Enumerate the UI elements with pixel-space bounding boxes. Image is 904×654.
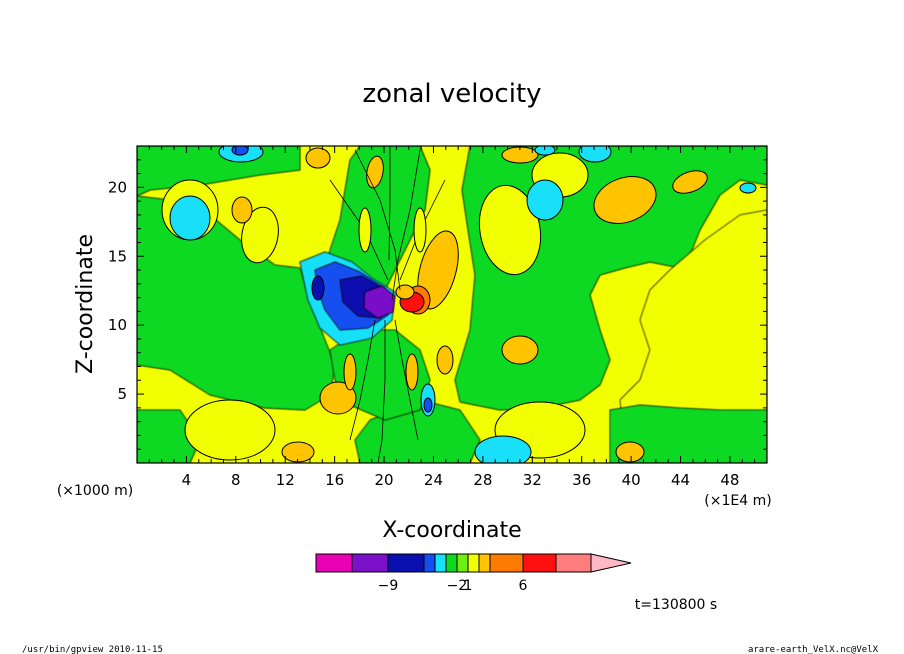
contour-line xyxy=(391,149,421,301)
y-tick-label: 15 xyxy=(108,247,127,265)
time-label: t=130800 s xyxy=(635,597,717,613)
contour-line xyxy=(349,319,376,441)
contour-region-navy xyxy=(311,275,325,301)
contour-region-cyan xyxy=(739,182,757,194)
y-axis: 5 10 15 20 xyxy=(108,159,767,450)
x-tick-label: 20 xyxy=(375,471,394,489)
colorbar-extend-arrow xyxy=(590,553,632,573)
colorbar-tick-label: 1 xyxy=(464,578,473,594)
x-tick-label: 48 xyxy=(720,471,739,489)
colorbar-tick-label: −2 xyxy=(447,578,468,594)
contour-region-yellow-island xyxy=(184,399,276,461)
plot-frame xyxy=(136,145,768,464)
contour-region-orange xyxy=(672,170,708,194)
y-tick-label: 20 xyxy=(108,178,127,196)
contour-region-green-bottom-right xyxy=(609,404,767,463)
contour-field xyxy=(137,146,767,463)
x-tick-label: 40 xyxy=(622,471,641,489)
x-unit-right: (×1E4 m) xyxy=(704,493,771,509)
contour-region-yellow-island xyxy=(358,207,372,253)
colorbar: −9 −21 6 xyxy=(315,553,632,594)
x-tick-label: 32 xyxy=(523,471,542,489)
x-tick-label: 24 xyxy=(424,471,443,489)
colorbar-tick-label: 6 xyxy=(519,578,528,594)
footer-left: /usr/bin/gpview 2010-11-15 xyxy=(22,645,163,654)
y-axis-label: Z-coordinate xyxy=(73,234,98,374)
contour-line xyxy=(388,146,391,261)
x-unit-left: (×1000 m) xyxy=(57,483,133,499)
x-tick-label: 16 xyxy=(325,471,344,489)
contour-line xyxy=(394,319,419,441)
contour-line xyxy=(377,320,386,463)
contour-region-yellow-island xyxy=(241,206,279,264)
contour-region-cyan xyxy=(169,195,211,241)
contour-region-orange xyxy=(593,176,657,224)
colorbar-segment xyxy=(351,553,389,573)
colorbar-segment xyxy=(555,553,592,573)
contour-region-yellow-right xyxy=(619,209,767,463)
contour-line xyxy=(354,149,401,291)
contour-region-cyan xyxy=(526,179,564,221)
x-tick-label: 44 xyxy=(671,471,690,489)
colorbar-segment xyxy=(445,553,458,573)
x-tick-label: 12 xyxy=(276,471,295,489)
contour-region-orange xyxy=(343,353,357,391)
contour-region-orange xyxy=(615,441,645,463)
colorbar-segment xyxy=(522,553,557,573)
contour-region-orange xyxy=(366,155,384,189)
contour-region-yellow-island xyxy=(413,207,427,253)
x-tick-label: 36 xyxy=(572,471,591,489)
x-tick-label: 8 xyxy=(231,471,241,489)
colorbar-segment xyxy=(478,553,491,573)
contour-region-green-bottom-left xyxy=(137,409,201,463)
x-tick-label: 28 xyxy=(473,471,492,489)
contour-region-orange xyxy=(501,335,539,365)
colorbar-segment xyxy=(456,553,469,573)
contour-region-orange xyxy=(231,196,253,224)
contour-region-orange xyxy=(319,381,357,415)
colorbar-segment xyxy=(467,553,480,573)
y-tick-label: 10 xyxy=(108,316,127,334)
contour-region-orange xyxy=(436,345,454,375)
colorbar-segment xyxy=(423,553,436,573)
contour-region-orange xyxy=(305,147,331,169)
contour-region-blue xyxy=(423,397,433,413)
contour-region-cyan xyxy=(474,435,532,463)
colorbar-segment xyxy=(387,553,425,573)
plot-area xyxy=(137,146,767,463)
colorbar-segment xyxy=(315,553,353,573)
colorbar-segment xyxy=(434,553,447,573)
colorbar-tick-label: −9 xyxy=(378,578,399,594)
x-axis: 4 8 12 16 20 24 28 32 36 40 44 48 xyxy=(148,146,756,489)
x-tick-label: 4 xyxy=(182,471,192,489)
contour-region-orange xyxy=(405,353,419,391)
colorbar-segment xyxy=(489,553,524,573)
contour-region-yellow-island xyxy=(478,184,542,276)
contour-region-cyan xyxy=(534,146,556,156)
y-tick-label: 5 xyxy=(117,385,127,403)
contour-region-orange xyxy=(395,284,415,300)
x-axis-label: X-coordinate xyxy=(382,518,521,543)
contour-region-purple-core xyxy=(363,285,396,319)
footer-right: arare-earth_VelX.nc@VelX xyxy=(748,645,879,654)
chart-title: zonal velocity xyxy=(362,79,541,109)
contour-region-cyan xyxy=(578,146,612,163)
